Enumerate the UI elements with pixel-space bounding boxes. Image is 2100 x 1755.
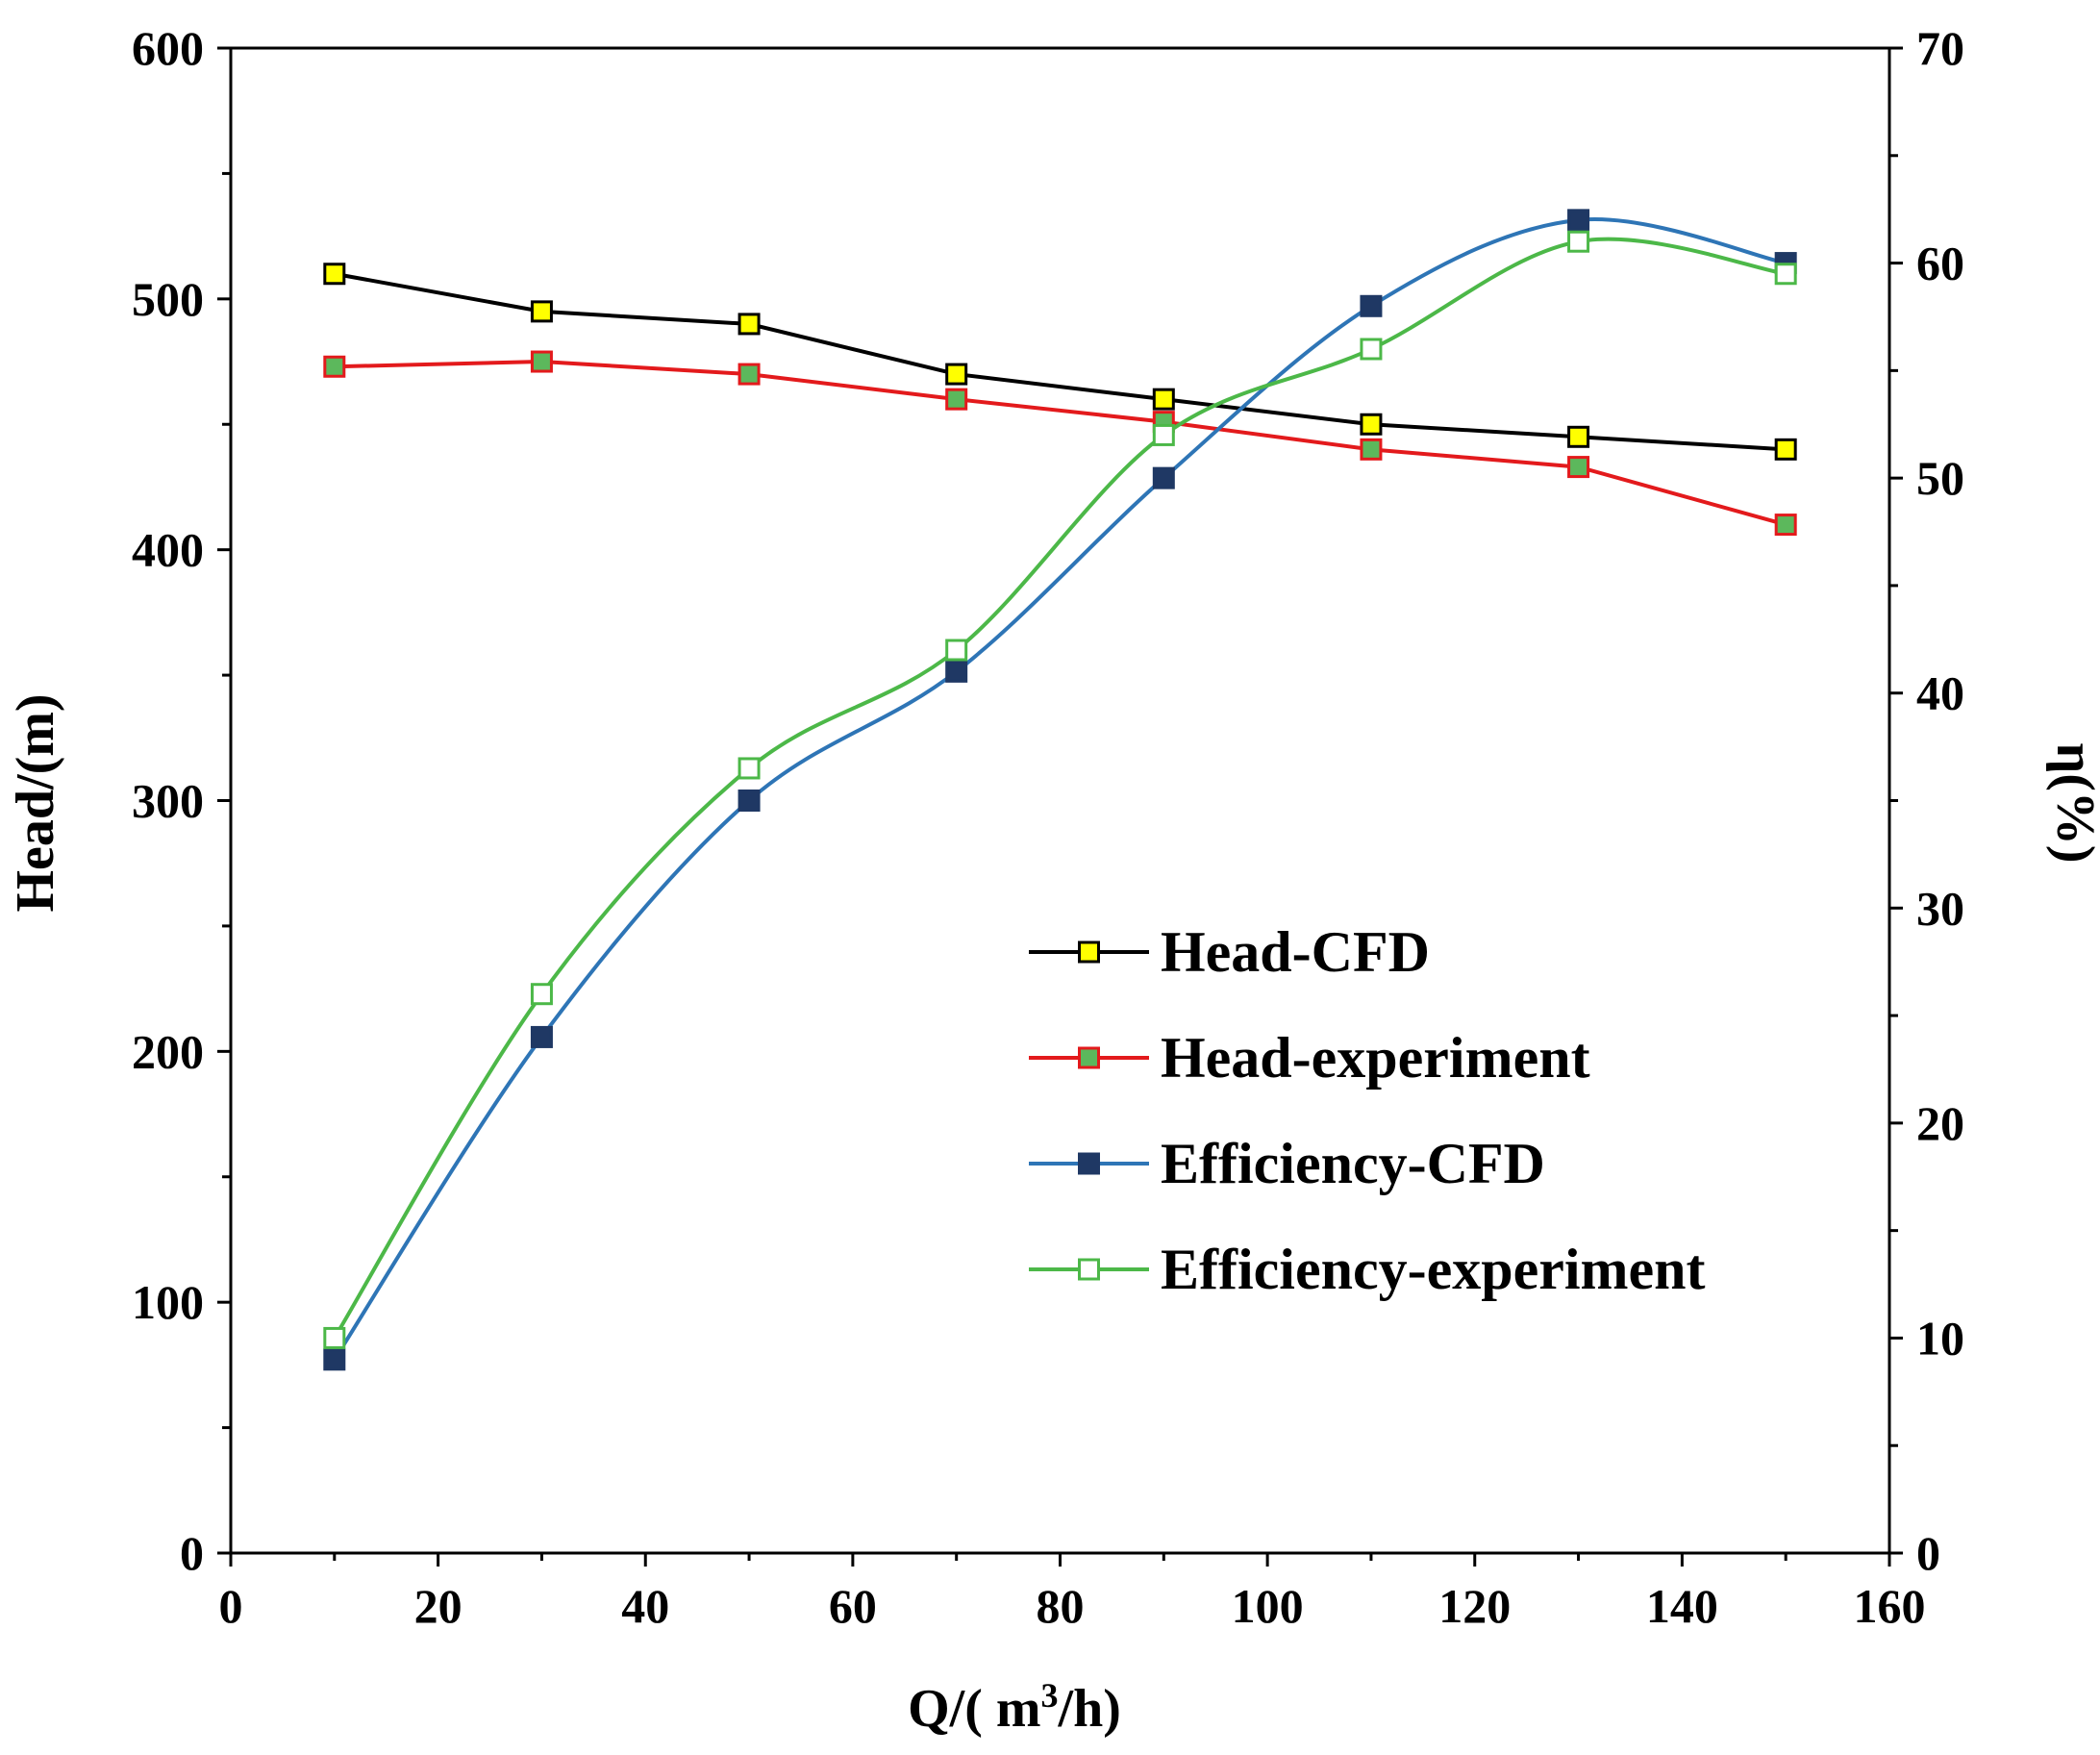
data-point-efficiency-cfd <box>1567 209 1590 232</box>
x-tick-label: 40 <box>621 1579 669 1633</box>
data-point-head-cfd <box>1774 438 1797 461</box>
data-point-efficiency-cfd <box>738 790 761 812</box>
y-left-tick-label: 500 <box>132 272 204 326</box>
data-point-head-experiment <box>530 350 553 373</box>
data-point-head-cfd <box>323 263 346 286</box>
series-line-head-experiment <box>334 360 1787 527</box>
data-point-efficiency-experiment <box>323 1326 346 1349</box>
legend: Head-CFD Head-experiment Efficiency-CFD Eff… <box>1029 920 1705 1301</box>
x-tick-label: 80 <box>1037 1579 1085 1633</box>
data-point-efficiency-cfd <box>530 1025 553 1048</box>
data-point-efficiency-experiment <box>1152 423 1175 446</box>
y-right-tick-label: 10 <box>1916 1311 1964 1365</box>
y-right-tick-label: 20 <box>1916 1096 1964 1150</box>
y-left-tick-label: 0 <box>180 1526 204 1580</box>
x-axis-title: Q/( m3/h) <box>908 1676 1121 1739</box>
data-point-efficiency-experiment <box>530 983 553 1006</box>
data-point-efficiency-cfd <box>945 660 968 683</box>
data-point-head-experiment <box>738 363 761 386</box>
x-axis-title-sup: 3 <box>1041 1676 1059 1715</box>
y-right-tick-label: 0 <box>1916 1526 1940 1580</box>
data-point-head-cfd <box>1567 425 1590 448</box>
y-left-tick-label: 200 <box>132 1024 204 1078</box>
x-tick-label: 120 <box>1438 1579 1511 1633</box>
x-tick-label: 20 <box>414 1579 462 1633</box>
y-right-tick-label: 50 <box>1916 451 1964 505</box>
y-right-tick-label: 30 <box>1916 881 1964 935</box>
data-point-head-experiment <box>1774 514 1797 537</box>
data-point-efficiency-experiment <box>1567 230 1590 253</box>
axes: 0 20 40 60 80 100 120 140 1600100200300400500600… <box>132 21 1964 1633</box>
y-right-tick-label: 70 <box>1916 21 1964 75</box>
data-point-efficiency-cfd <box>1152 466 1175 489</box>
legend-item-head-cfd: Head-CFD <box>1029 920 1430 984</box>
legend-label: Head-experiment <box>1161 1026 1590 1090</box>
data-point-efficiency-cfd <box>1360 294 1383 317</box>
series-efficiency-experiment <box>323 230 1797 1349</box>
y-right-axis-title: η(%) <box>2045 742 2100 863</box>
data-point-head-cfd <box>945 363 968 386</box>
legend-label: Head-CFD <box>1161 920 1430 984</box>
y-left-tick-label: 100 <box>132 1275 204 1329</box>
y-left-tick-label: 600 <box>132 21 204 75</box>
data-point-efficiency-experiment <box>1774 263 1797 286</box>
data-point-head-cfd <box>1152 388 1175 411</box>
series-head-cfd <box>323 263 1797 461</box>
legend-marker <box>1078 940 1100 964</box>
plot-frame <box>229 46 1891 1555</box>
x-tick-label: 160 <box>1854 1579 1926 1633</box>
data-point-efficiency-experiment <box>738 757 761 780</box>
legend-marker <box>1078 1046 1100 1069</box>
y-left-tick-label: 300 <box>132 774 204 828</box>
y-right-tick-label: 60 <box>1916 237 1964 290</box>
y-left-axis-title: Head/(m) <box>6 693 65 912</box>
x-tick-label: 140 <box>1646 1579 1718 1633</box>
y-right-tick-label: 40 <box>1916 666 1964 720</box>
x-tick-label: 100 <box>1232 1579 1304 1633</box>
series-layer <box>323 209 1797 1371</box>
series-line-efficiency-experiment <box>333 237 1787 1340</box>
data-point-head-cfd <box>530 300 553 323</box>
series-line-head-cfd <box>334 271 1787 452</box>
y-left-tick-label: 400 <box>132 523 204 577</box>
legend-marker <box>1078 1152 1100 1175</box>
x-tick-label: 0 <box>219 1579 243 1633</box>
legend-item-head-experiment: Head-experiment <box>1029 1026 1590 1090</box>
data-point-efficiency-cfd <box>323 1348 346 1371</box>
legend-label: Efficiency-experiment <box>1161 1238 1705 1301</box>
legend-label: Efficiency-CFD <box>1161 1132 1545 1195</box>
x-axis-title-prefix: Q/( m <box>908 1679 1040 1739</box>
series-line-efficiency-cfd <box>333 217 1787 1361</box>
data-point-efficiency-experiment <box>1360 338 1383 361</box>
series-efficiency-cfd <box>323 209 1797 1371</box>
legend-item-efficiency-cfd: Efficiency-CFD <box>1029 1132 1545 1195</box>
x-tick-label: 60 <box>829 1579 877 1633</box>
legend-item-efficiency-experiment: Efficiency-experiment <box>1029 1238 1705 1301</box>
x-axis-title-suffix: /h) <box>1058 1679 1121 1739</box>
data-point-head-experiment <box>323 355 346 378</box>
data-point-head-experiment <box>1360 438 1383 461</box>
legend-marker <box>1078 1258 1100 1281</box>
data-point-head-cfd <box>738 313 761 336</box>
axis-titles: Q/( m3/h) Head/(m) η(%) <box>6 693 2100 1739</box>
data-point-head-cfd <box>1360 413 1383 436</box>
data-point-head-experiment <box>945 388 968 411</box>
data-point-efficiency-experiment <box>945 639 968 662</box>
data-point-head-experiment <box>1567 456 1590 479</box>
